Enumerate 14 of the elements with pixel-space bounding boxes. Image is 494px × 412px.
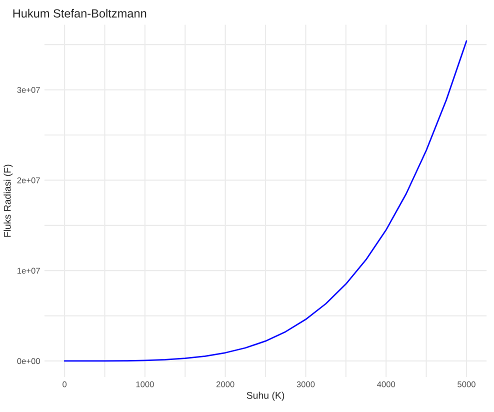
y-tick-label: 3e+07 <box>17 87 40 93</box>
x-tick-label: 2000 <box>216 381 234 388</box>
line-series <box>64 40 468 362</box>
x-tick-label: 5000 <box>458 381 476 388</box>
y-axis-title: Fluks Radiasi (F) <box>4 164 13 237</box>
y-tick-label: 2e+07 <box>17 177 40 184</box>
y-tick-label: 1e+07 <box>18 268 40 274</box>
y-tick-label: 0e+00 <box>17 358 40 364</box>
x-tick-label: 1000 <box>136 381 154 388</box>
chart-title: Hukum Stefan-Boltzmann <box>13 8 146 18</box>
x-axis-title: Suhu (K) <box>246 392 284 401</box>
x-tick-label: 3000 <box>296 381 315 388</box>
x-tick-label: 0 <box>62 381 67 388</box>
x-tick-label: 4000 <box>377 381 396 388</box>
